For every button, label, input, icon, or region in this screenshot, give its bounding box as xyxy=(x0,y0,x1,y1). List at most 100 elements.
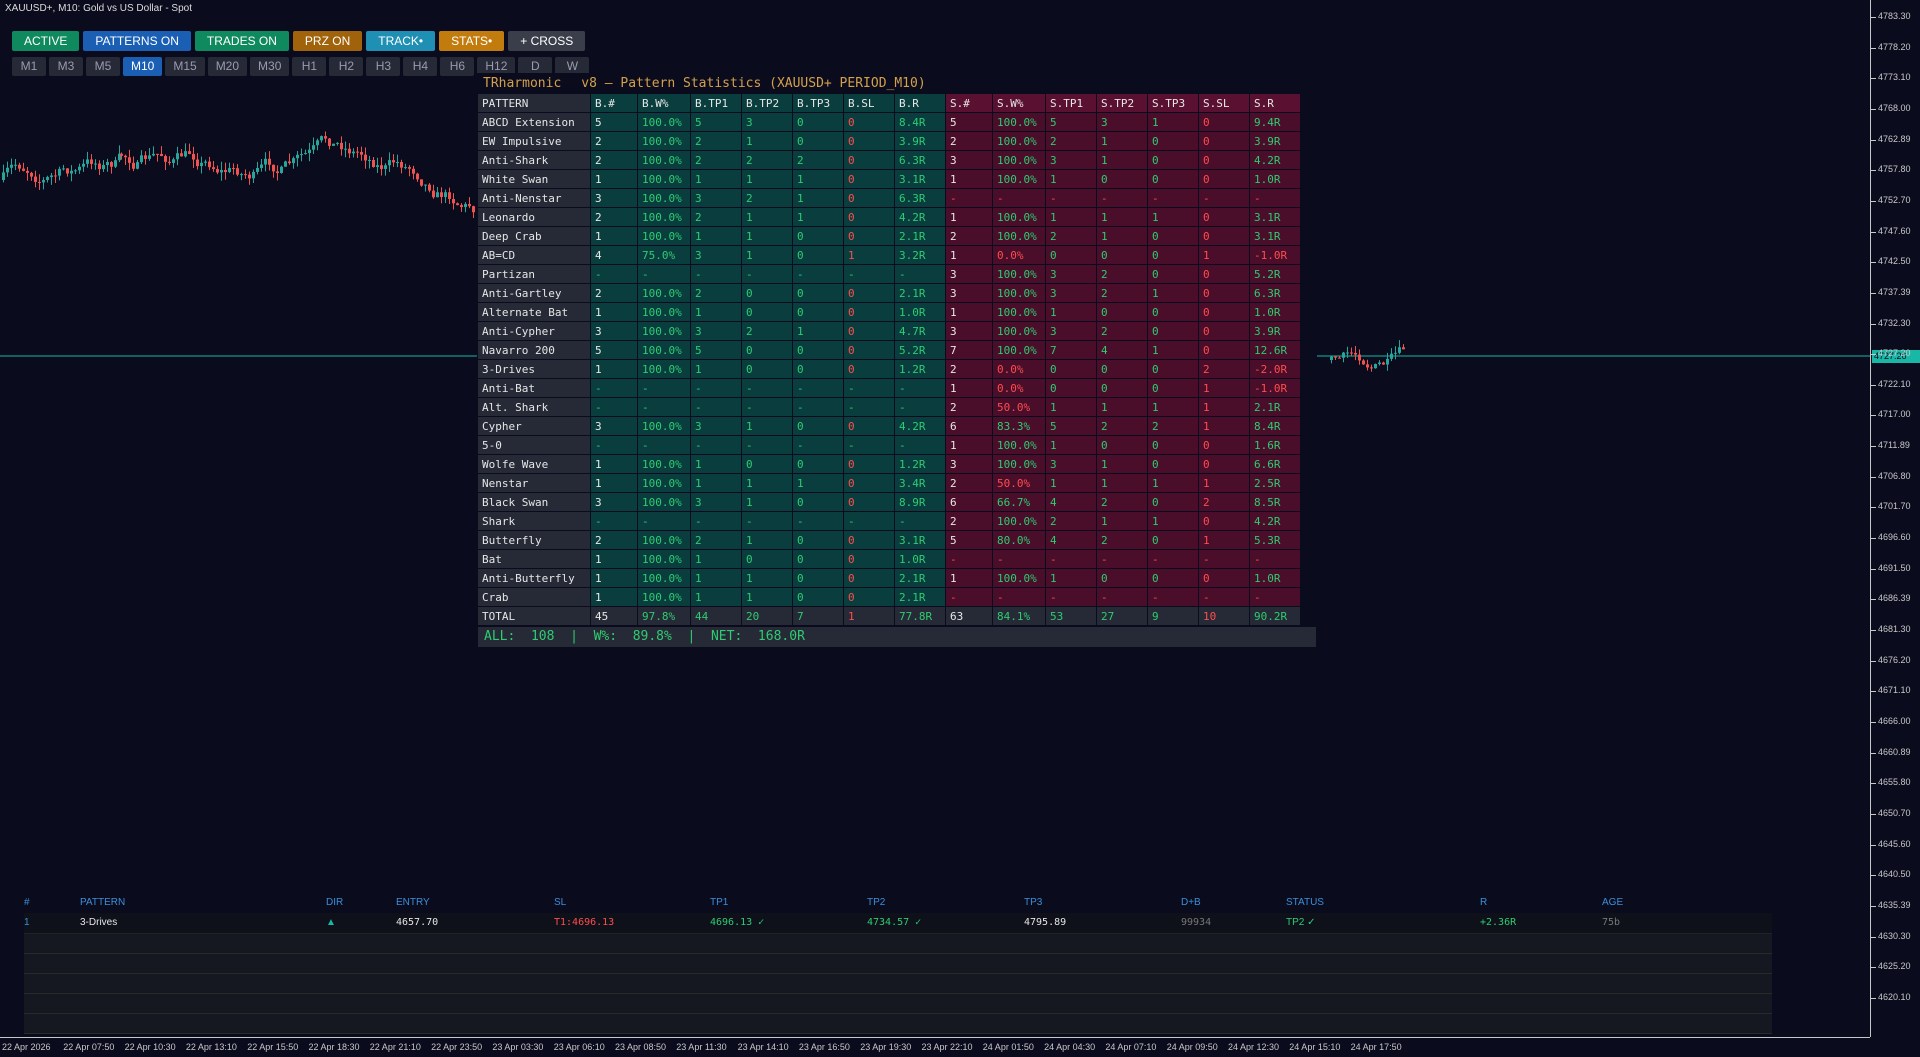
stats-title: TRharmonic v8 — Pattern Statistics (XAUU… xyxy=(477,73,1317,93)
candle-body xyxy=(118,153,121,161)
timeframe-m5[interactable]: M5 xyxy=(86,57,120,76)
stats-cell-s-tp1: 2 xyxy=(1046,512,1096,530)
patterns-on-button[interactable]: PATTERNS ON xyxy=(83,31,191,51)
stats-cell-s-tp3: 0 xyxy=(1148,170,1198,188)
price-label: 4701.70 xyxy=(1878,501,1911,512)
price-label: 4783.30 xyxy=(1878,11,1911,21)
total-cell: 97.8% xyxy=(638,607,690,625)
time-label: 23 Apr 22:10 xyxy=(921,1042,973,1052)
candle-body xyxy=(66,168,69,174)
timeframe-h1[interactable]: H1 xyxy=(292,57,327,76)
timeframe-h2[interactable]: H2 xyxy=(329,57,364,76)
stats-cell-b-tp3: 0 xyxy=(793,569,843,587)
price-axis[interactable]: 4727.26 4783.30 4778.20 4773.10 4768.00 4762… xyxy=(1870,0,1920,1037)
trade-num: 1 xyxy=(24,917,30,928)
candle-body xyxy=(82,163,85,167)
stats-cell-b-r: 1.0R xyxy=(895,550,945,568)
candle-body xyxy=(332,143,335,146)
active-button[interactable]: ACTIVE xyxy=(12,31,80,51)
stats-row: Navarro 200 5 100.0% 5 0 0 0 5.2R 7 100.0% 7 4 1 0 12.… xyxy=(478,341,1300,359)
stats-cell-s: - xyxy=(946,588,992,606)
stats-cell-b-r: 6.3R xyxy=(895,151,945,169)
stats-cell-s: - xyxy=(946,189,992,207)
price-label: 4686.39 xyxy=(1878,593,1911,604)
stats-cell-b: 2 xyxy=(591,208,637,226)
col-header-b-r: B.R xyxy=(895,94,945,112)
pattern-name: Deep Crab xyxy=(478,227,590,245)
stats-cell-b-tp1: 3 xyxy=(691,322,741,340)
stats-cell-b-tp3: 0 xyxy=(793,360,843,378)
timeframe-m15[interactable]: M15 xyxy=(165,57,205,76)
total-cell: 27 xyxy=(1097,607,1147,625)
stats-cell-b-w: 100.0% xyxy=(638,531,690,549)
stats-cell-b-sl: 0 xyxy=(844,550,894,568)
stats-cell-s-r: - xyxy=(1250,588,1300,606)
price-tick xyxy=(1871,936,1876,938)
candle-body xyxy=(54,175,57,177)
price-tick xyxy=(1871,108,1876,110)
pattern-name: Shark xyxy=(478,512,590,530)
price-tick xyxy=(1871,476,1876,478)
timeframe-m3[interactable]: M3 xyxy=(49,57,83,76)
candle-body xyxy=(460,205,463,208)
stats-cell-b-tp2: 1 xyxy=(742,417,792,435)
candle-body xyxy=(136,162,139,169)
candle-body xyxy=(168,161,171,163)
timeframe-m20[interactable]: M20 xyxy=(207,57,248,76)
timeframe-h3[interactable]: H3 xyxy=(366,57,401,76)
cross-button[interactable]: + CROSS xyxy=(508,31,586,51)
stats-cell-s-tp2: 0 xyxy=(1097,170,1147,188)
col-header-b-w: B.W% xyxy=(638,94,690,112)
candle-body xyxy=(180,153,183,157)
timeframe-h6[interactable]: H6 xyxy=(440,57,475,76)
time-label: 22 Apr 07:50 xyxy=(63,1042,115,1052)
prz-on-button[interactable]: PRZ ON xyxy=(292,31,363,51)
stats-cell-s-r: 9.4R xyxy=(1250,113,1300,131)
candle-body xyxy=(192,153,195,160)
time-label: 24 Apr 12:30 xyxy=(1228,1042,1280,1052)
stats-cell-b-r: 3.1R xyxy=(895,531,945,549)
stats-cell-s-sl: 0 xyxy=(1199,151,1249,169)
trades-on-button[interactable]: TRADES ON xyxy=(194,31,289,51)
price-tick xyxy=(1871,200,1876,202)
trade-row[interactable]: 1 3-Drives ▲ 4657.70 T1:4696.13 4696.13 ✓ 4734… xyxy=(24,913,1772,934)
track-button[interactable]: TRACK• xyxy=(366,31,436,51)
col-header-s-tp1: S.TP1 xyxy=(1046,94,1096,112)
stats-cell-s-tp1: - xyxy=(1046,189,1096,207)
timeframe-w[interactable]: W xyxy=(555,57,590,76)
candle-body xyxy=(224,169,227,173)
candle-body xyxy=(376,165,379,168)
candle-body xyxy=(260,164,263,169)
timeframe-h4[interactable]: H4 xyxy=(403,57,438,76)
price-label: 4727.20 xyxy=(1878,348,1911,359)
candle-body xyxy=(240,174,243,176)
timeframe-h12[interactable]: H12 xyxy=(477,57,516,76)
col-header-b-sl: B.SL xyxy=(844,94,894,112)
timeframe-m1[interactable]: M1 xyxy=(12,57,46,76)
stats-cell-s-tp1: 3 xyxy=(1046,284,1096,302)
time-label: 24 Apr 17:50 xyxy=(1350,1042,1402,1052)
candle-body xyxy=(296,154,299,159)
timeframe-d[interactable]: D xyxy=(518,57,553,76)
stats-button[interactable]: STATS• xyxy=(439,31,505,51)
pattern-name: Anti-Nenstar xyxy=(478,189,590,207)
price-label: 4768.00 xyxy=(1878,102,1911,113)
price-label: 4778.20 xyxy=(1878,41,1911,52)
time-axis[interactable]: 22 Apr 2026 22 Apr 07:50 22 Apr 10:30 22 Ap… xyxy=(0,1037,1870,1057)
stats-cell-b-tp2: 1 xyxy=(742,170,792,188)
stats-cell-b-sl: 0 xyxy=(844,170,894,188)
stats-row: Alternate Bat 1 100.0% 1 0 0 0 1.0R 1 100.0% 1 0 0 0 1… xyxy=(478,303,1300,321)
pattern-name: Bat xyxy=(478,550,590,568)
candle-body xyxy=(1370,367,1373,369)
stats-cell-s-w: 100.0% xyxy=(993,436,1045,454)
stats-cell-s-r: 8.4R xyxy=(1250,417,1300,435)
stats-cell-s-tp1: 3 xyxy=(1046,455,1096,473)
stats-cell-s-w: 50.0% xyxy=(993,398,1045,416)
timeframe-m10[interactable]: M10 xyxy=(123,57,163,76)
stats-cell-b-w: 100.0% xyxy=(638,322,690,340)
timeframe-m30[interactable]: M30 xyxy=(250,57,290,76)
price-chart[interactable] xyxy=(0,0,1870,1037)
price-label: 4706.80 xyxy=(1878,470,1911,481)
stats-cell-s-tp3: 2 xyxy=(1148,417,1198,435)
price-tick xyxy=(1871,568,1876,570)
